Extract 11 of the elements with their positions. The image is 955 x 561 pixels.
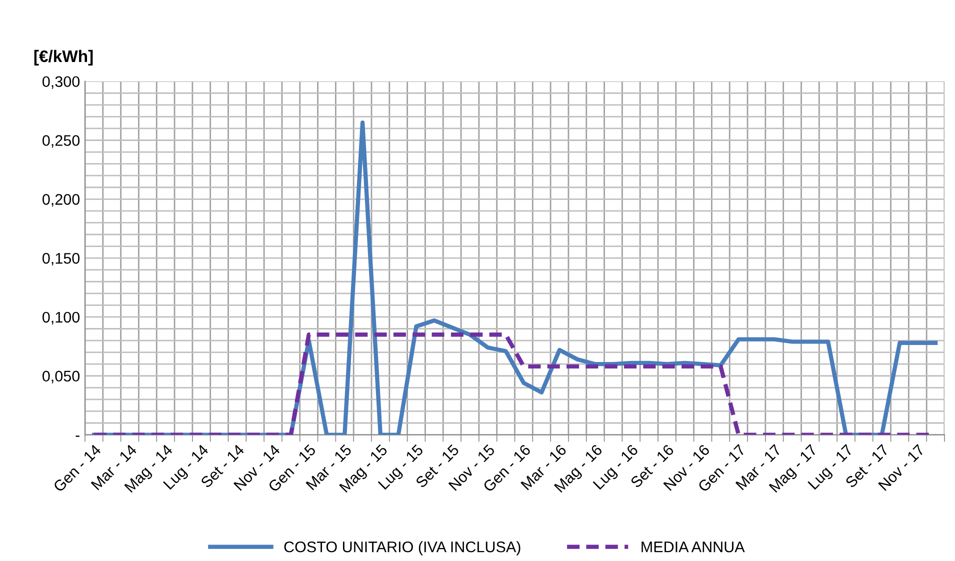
y-tick-label: 0,250 xyxy=(42,135,80,148)
y-tick-label: 0,150 xyxy=(42,252,80,266)
line-series xyxy=(92,120,938,435)
y-axis-title: [€/kWh] xyxy=(34,50,93,66)
y-tick-label: 0,050 xyxy=(42,370,80,384)
y-tick-label: 0,200 xyxy=(42,194,80,207)
y-tick-label: 0,300 xyxy=(42,76,80,89)
legend-label: COSTO UNITARIO (IVA INCLUSA) xyxy=(284,541,520,556)
y-tick-label: - xyxy=(76,436,80,437)
y-tick-label: 0,100 xyxy=(42,312,80,324)
legend-label: MEDIA ANNUA xyxy=(642,542,745,552)
